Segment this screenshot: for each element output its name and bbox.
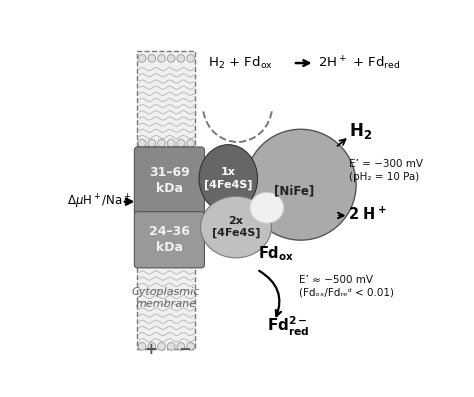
Text: H$_2$ + Fd$_{\rm ox}$: H$_2$ + Fd$_{\rm ox}$ — [208, 55, 273, 71]
Ellipse shape — [250, 193, 284, 223]
FancyBboxPatch shape — [137, 252, 195, 349]
Text: $\mathbf{2\ H^+}$: $\mathbf{2\ H^+}$ — [348, 205, 387, 223]
Text: 1x
[4Fe4S]: 1x [4Fe4S] — [204, 167, 253, 190]
Ellipse shape — [199, 145, 257, 212]
Text: 2H$^+$ + Fd$_{\rm red}$: 2H$^+$ + Fd$_{\rm red}$ — [319, 54, 401, 72]
Ellipse shape — [201, 196, 272, 258]
Circle shape — [245, 129, 356, 240]
Circle shape — [158, 54, 165, 62]
Circle shape — [148, 54, 155, 62]
Circle shape — [148, 139, 155, 147]
Circle shape — [167, 343, 175, 350]
FancyBboxPatch shape — [134, 147, 204, 215]
Circle shape — [177, 253, 185, 261]
Circle shape — [167, 54, 175, 62]
Circle shape — [187, 343, 194, 350]
Circle shape — [148, 253, 155, 261]
Text: E’ ≈ −500 mV
(Fdₒₓ/Fdᵣₑᵈ < 0.01): E’ ≈ −500 mV (Fdₒₓ/Fdᵣₑᵈ < 0.01) — [299, 275, 394, 298]
Circle shape — [187, 253, 194, 261]
Text: [NiFe]: [NiFe] — [274, 184, 315, 197]
Text: 31–69
kDa: 31–69 kDa — [149, 166, 190, 195]
Circle shape — [138, 54, 146, 62]
Circle shape — [177, 139, 185, 147]
Circle shape — [158, 139, 165, 147]
Circle shape — [138, 343, 146, 350]
Circle shape — [167, 253, 175, 261]
Circle shape — [138, 253, 146, 261]
Text: 24–36
kDa: 24–36 kDa — [149, 225, 190, 254]
Circle shape — [138, 139, 146, 147]
Circle shape — [158, 343, 165, 350]
Circle shape — [177, 54, 185, 62]
Circle shape — [187, 54, 194, 62]
Text: $\mathbf{Fd}_{\mathbf{red}}^{\mathbf{2-}}$: $\mathbf{Fd}_{\mathbf{red}}^{\mathbf{2-}… — [267, 315, 310, 338]
Circle shape — [187, 139, 194, 147]
FancyBboxPatch shape — [134, 212, 204, 268]
Text: Cytoplasmic
membrane: Cytoplasmic membrane — [132, 287, 200, 309]
FancyBboxPatch shape — [137, 52, 195, 146]
Text: E’ = −300 mV
(pH₂ = 10 Pa): E’ = −300 mV (pH₂ = 10 Pa) — [349, 159, 423, 183]
Text: $\Delta\mu$H$^+$/Na$^+$: $\Delta\mu$H$^+$/Na$^+$ — [66, 193, 131, 211]
Circle shape — [167, 139, 175, 147]
Circle shape — [177, 343, 185, 350]
Text: −: − — [179, 342, 191, 357]
Text: +: + — [144, 342, 157, 357]
Circle shape — [158, 253, 165, 261]
Text: $\mathbf{H_2}$: $\mathbf{H_2}$ — [349, 121, 372, 141]
Text: $\mathbf{Fd}_{\mathbf{ox}}$: $\mathbf{Fd}_{\mathbf{ox}}$ — [257, 245, 294, 263]
Circle shape — [148, 343, 155, 350]
Text: 2x
[4Fe4S]: 2x [4Fe4S] — [212, 216, 260, 238]
